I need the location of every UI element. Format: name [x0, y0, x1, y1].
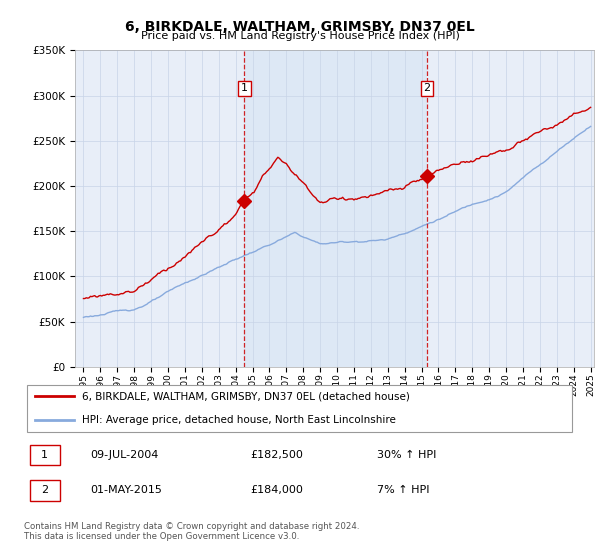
FancyBboxPatch shape [27, 385, 572, 432]
Text: Price paid vs. HM Land Registry's House Price Index (HPI): Price paid vs. HM Land Registry's House … [140, 31, 460, 41]
Text: 6, BIRKDALE, WALTHAM, GRIMSBY, DN37 0EL (detached house): 6, BIRKDALE, WALTHAM, GRIMSBY, DN37 0EL … [82, 391, 410, 402]
Bar [244, 50, 427, 367]
Text: £182,500: £182,500 [250, 450, 303, 460]
Text: 01-MAY-2015: 01-MAY-2015 [90, 486, 162, 496]
Text: 6, BIRKDALE, WALTHAM, GRIMSBY, DN37 0EL: 6, BIRKDALE, WALTHAM, GRIMSBY, DN37 0EL [125, 20, 475, 34]
Text: 1: 1 [41, 450, 48, 460]
FancyBboxPatch shape [29, 480, 60, 501]
Text: 2: 2 [424, 83, 431, 94]
Text: 30% ↑ HPI: 30% ↑ HPI [377, 450, 437, 460]
Text: 2: 2 [41, 486, 48, 496]
Text: Contains HM Land Registry data © Crown copyright and database right 2024.
This d: Contains HM Land Registry data © Crown c… [24, 522, 359, 542]
Text: HPI: Average price, detached house, North East Lincolnshire: HPI: Average price, detached house, Nort… [82, 415, 396, 425]
Text: 09-JUL-2004: 09-JUL-2004 [90, 450, 158, 460]
Text: 7% ↑ HPI: 7% ↑ HPI [377, 486, 430, 496]
Text: 1: 1 [241, 83, 248, 94]
Text: £184,000: £184,000 [250, 486, 303, 496]
FancyBboxPatch shape [29, 445, 60, 465]
